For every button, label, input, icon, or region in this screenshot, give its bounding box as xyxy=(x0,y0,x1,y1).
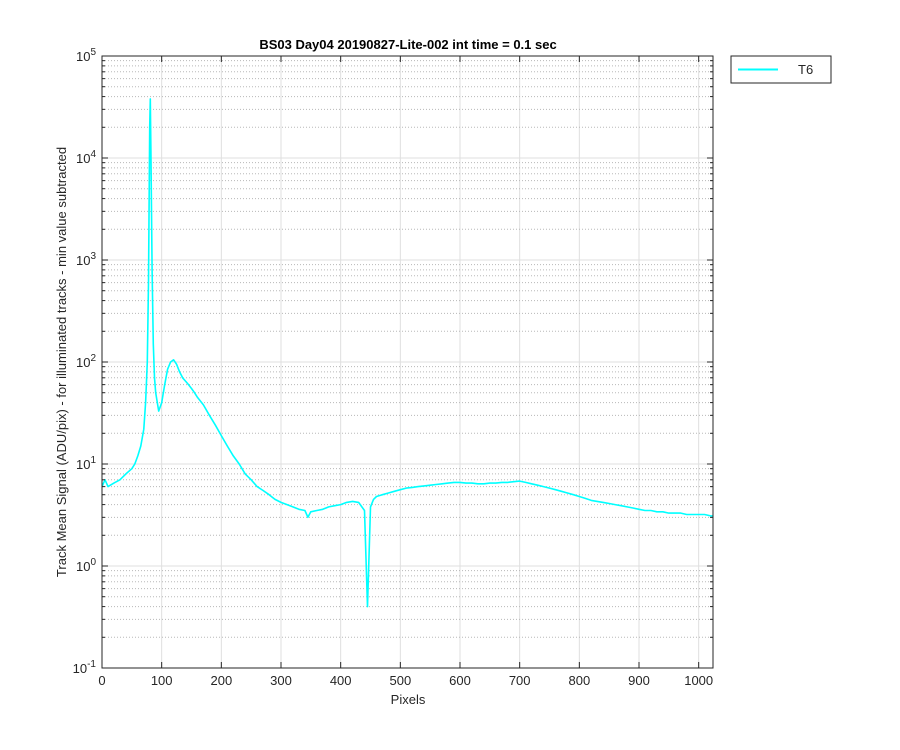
series-line-t6 xyxy=(102,98,713,608)
y-tick-label: 103 xyxy=(76,251,96,268)
x-axis-label: Pixels xyxy=(391,692,426,707)
x-tick-label: 500 xyxy=(389,673,411,688)
series-layer xyxy=(102,98,713,608)
y-tick-labels: 10-1 100 101 102 103 104 105 xyxy=(73,47,97,676)
chart-title: BS03 Day04 20190827-Lite-002 int time = … xyxy=(259,37,556,52)
y-tick-label: 100 xyxy=(76,557,96,574)
x-tick-labels: 0 100 200 300 400 500 600 700 800 900 1000 xyxy=(98,673,713,688)
legend[interactable]: T6 xyxy=(730,55,832,84)
x-tick-label: 700 xyxy=(509,673,531,688)
x-tick-label: 1000 xyxy=(684,673,713,688)
x-tick-label: 900 xyxy=(628,673,650,688)
grid xyxy=(101,55,713,669)
y-tick-label: 104 xyxy=(76,149,96,166)
x-tick-label: 200 xyxy=(210,673,232,688)
y-axis-label: Track Mean Signal (ADU/pix) - for illumi… xyxy=(54,147,69,577)
x-tick-label: 100 xyxy=(151,673,173,688)
y-tick-label: 101 xyxy=(76,455,96,472)
legend-label-t6: T6 xyxy=(798,62,813,77)
x-tick-label: 600 xyxy=(449,673,471,688)
x-tick-label: 800 xyxy=(568,673,590,688)
x-tick-label: 300 xyxy=(270,673,292,688)
x-tick-label: 0 xyxy=(98,673,105,688)
ticks xyxy=(101,55,713,669)
y-tick-label: 105 xyxy=(76,47,96,64)
y-tick-label: 102 xyxy=(76,353,96,370)
y-tick-label: 10-1 xyxy=(73,659,97,676)
x-tick-label: 400 xyxy=(330,673,352,688)
